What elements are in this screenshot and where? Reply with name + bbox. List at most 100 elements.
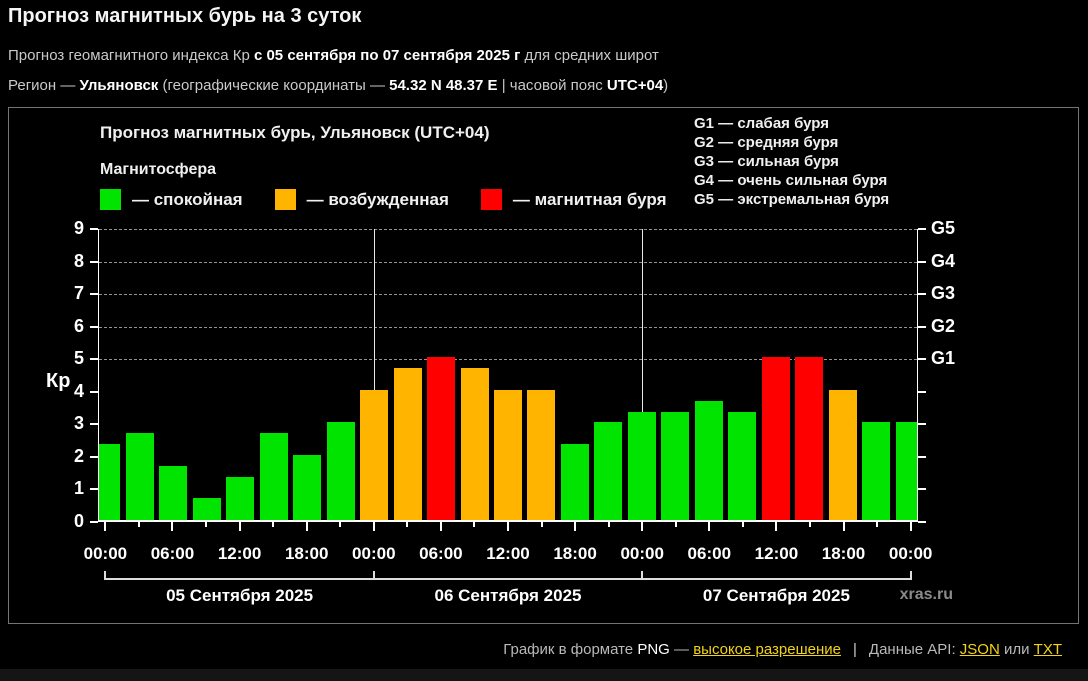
png-format-label: PNG (637, 641, 670, 658)
x-major-tick (372, 522, 375, 531)
page-title: Прогноз магнитных бурь на 3 суток (8, 5, 362, 27)
x-major-tick (909, 522, 912, 531)
x-tick-label: 06:00 (419, 544, 463, 563)
date-axis: 05 Сентября 2025 06 Сентября 2025 07 Сентя… (98, 571, 918, 618)
x-minor-tick (674, 522, 677, 527)
footer-dash: — (669, 641, 694, 658)
kp-bar (293, 454, 322, 520)
gridline-kp-6 (99, 326, 917, 328)
magnetosphere-legend: — спокойная — возбужденная — магнитная бур… (100, 189, 667, 210)
txt-link[interactable]: TXT (1033, 641, 1062, 658)
y-tick-label: 9 (73, 218, 84, 238)
y-tick (90, 488, 98, 491)
gridline-kp-5 (99, 359, 917, 361)
kp-bar (694, 400, 723, 520)
high-resolution-link[interactable]: высокое разрешение (693, 641, 841, 658)
region-coordinates: 54.32 N 48.37 E (389, 77, 498, 94)
x-major-tick (171, 522, 174, 531)
x-tick-label: 06:00 (150, 544, 195, 563)
kp-bar (159, 465, 188, 520)
json-link[interactable]: JSON (959, 641, 1000, 658)
g-axis-tick (918, 325, 926, 328)
g-legend-line: G2 — средняя буря (694, 134, 839, 151)
x-tick-label: 00:00 (620, 544, 664, 563)
g-axis-label: G2 (931, 315, 956, 336)
x-tick-label: 06:00 (687, 544, 732, 563)
x-major-tick (507, 522, 509, 531)
y-tick-label: 3 (73, 413, 84, 434)
date-bracket-tick (104, 571, 107, 580)
y-tick (90, 260, 98, 263)
kp-bar (125, 433, 154, 520)
g-axis-label: G4 (931, 250, 956, 271)
region-mid1: (географические координаты — (158, 77, 390, 94)
x-minor-tick (607, 522, 610, 527)
g-axis-tick (918, 423, 926, 426)
x-tick-label: 00:00 (83, 544, 128, 563)
api-data-text: Данные API: (868, 641, 960, 658)
subtitle-text: Прогноз геомагнитного индекса Кр (8, 47, 254, 64)
legend-item: — спокойная (100, 189, 243, 210)
region-line: Регион — Ульяновск (географические коорд… (8, 77, 668, 94)
gridline-kp-9 (99, 229, 917, 230)
x-tick-label: 12:00 (754, 544, 799, 563)
x-minor-tick (272, 522, 275, 527)
y-tick (90, 358, 98, 361)
y-tick-label: 7 (73, 283, 84, 304)
x-major-tick (574, 522, 577, 531)
subtitle-suffix: для средних широт (520, 47, 659, 64)
bottom-strip (0, 669, 1088, 681)
y-tick-label: 8 (73, 250, 84, 271)
x-axis: 00:00 06:00 12:00 18:00 00:00 06:00 12:00 18:00… (84, 522, 932, 570)
date-bracket-tick (909, 571, 912, 580)
x-major-tick (238, 522, 241, 531)
g-axis-tick (918, 455, 926, 458)
plot-area (98, 229, 918, 522)
g-axis-tick (918, 488, 926, 491)
g-legend-line: G4 — очень сильная буря (694, 172, 888, 189)
x-major-tick (104, 522, 107, 531)
g-axis-label: G3 (931, 283, 956, 304)
y-tick-label: 0 (73, 511, 84, 531)
legend-item-label: — возбужденная (306, 189, 449, 209)
region-timezone: UTC+04 (606, 77, 664, 94)
kp-bar (99, 444, 121, 520)
forecast-subtitle: Прогноз геомагнитного индекса Кр с 05 се… (8, 47, 659, 64)
kp-bar (259, 433, 288, 520)
date-bracket-line (105, 578, 911, 580)
kp-bar (192, 498, 221, 520)
kp-bar (494, 389, 522, 520)
y-tick (90, 390, 98, 393)
kp-bar (862, 422, 891, 520)
y-axis-left: 0 1 2 3 4 5 6 7 8 9 (49, 218, 98, 531)
legend-item-label: — спокойная (132, 189, 243, 209)
y-tick (90, 293, 98, 296)
kp-bar (226, 476, 255, 520)
kp-bar (795, 357, 824, 520)
kp-bar (594, 422, 623, 520)
y-tick (90, 325, 98, 328)
y-tick (90, 455, 98, 458)
kp-bar (728, 411, 757, 520)
x-minor-tick (473, 522, 476, 527)
y-tick (90, 228, 98, 230)
g-axis-tick (918, 228, 926, 230)
g-axis-tick (918, 358, 926, 361)
g-legend-line: G1 — слабая буря (694, 115, 830, 132)
g-legend-line: G5 — экстремальная буря (694, 191, 890, 208)
x-minor-tick (741, 522, 744, 527)
g-axis-label: G1 (931, 348, 956, 369)
kp-bar (527, 389, 556, 520)
legend-title: Магнитосфера (100, 161, 217, 178)
y-tick-label: 6 (73, 315, 84, 336)
y-tick-label: 1 (73, 478, 84, 499)
footer-text: График в формате (503, 641, 638, 658)
legend-item: — магнитная буря (480, 189, 667, 210)
x-tick-label: 00:00 (352, 544, 396, 563)
footer: График в формате PNG — высокое разрешени… (0, 641, 1062, 658)
x-tick-label: 12:00 (486, 544, 530, 563)
date-label: 07 Сентября 2025 (702, 586, 850, 605)
kp-bar (828, 389, 857, 520)
g-legend-line: G3 — сильная буря (694, 153, 839, 170)
